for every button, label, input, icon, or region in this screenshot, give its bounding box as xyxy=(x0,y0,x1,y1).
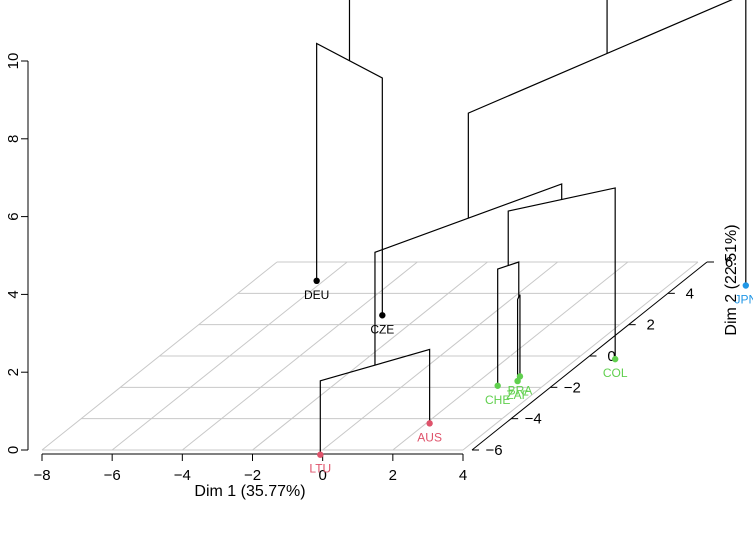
point-jpn xyxy=(742,282,750,289)
z-tick-label: 4 xyxy=(5,290,22,298)
point-label: CHE xyxy=(485,393,510,407)
dendrogram-link xyxy=(319,348,431,455)
dendrogram-link xyxy=(497,261,520,386)
dendrogram-link xyxy=(348,0,608,61)
point-aus xyxy=(426,420,433,427)
point-ltu xyxy=(317,451,324,458)
z-tick-label: 2 xyxy=(5,368,22,376)
y-tick-label: 4 xyxy=(686,285,694,302)
point-label: DEU xyxy=(304,288,329,302)
z-tick-label: 8 xyxy=(5,135,22,143)
y-tick-label: 2 xyxy=(646,317,654,334)
x-tick-label: 0 xyxy=(318,467,326,484)
y-tick-label: 0 xyxy=(607,348,615,365)
y-tick-label: −2 xyxy=(564,379,581,396)
x-tick-label: 2 xyxy=(389,467,397,484)
dendrogram-link xyxy=(516,294,521,382)
point-cze xyxy=(379,312,386,319)
dendrogram-link xyxy=(507,187,616,360)
point-label: ZAF xyxy=(506,388,529,402)
y-tick-label: −4 xyxy=(525,411,542,428)
x-tick-label: −8 xyxy=(33,467,50,484)
point-label: COL xyxy=(603,366,628,380)
z-tick-label: 0 xyxy=(5,446,22,454)
point-label: JPN xyxy=(734,293,753,307)
y-tick-label: 6 xyxy=(725,254,733,271)
x-axis-title: Dim 1 (35.77%) xyxy=(194,483,305,500)
point-che xyxy=(494,382,501,389)
z-tick-label: 10 xyxy=(5,53,22,70)
axes: Dim 1 (35.77%) Dim 2 (22.51%) −8 −6 −4 −2 0 2… xyxy=(5,53,740,500)
point-label: AUS xyxy=(417,430,442,444)
x-tick-label: 4 xyxy=(459,467,467,484)
dendrogram-link xyxy=(316,42,383,316)
x-tick-label: −2 xyxy=(244,467,261,484)
y-tick-label: −6 xyxy=(485,442,502,459)
point-zaf xyxy=(514,377,521,385)
x-tick-label: −4 xyxy=(174,467,191,484)
dendrogram-tree xyxy=(316,0,747,455)
point-deu xyxy=(313,277,320,284)
point-label: LTU xyxy=(309,462,331,476)
y-axis-title: Dim 2 (22.51%) xyxy=(723,224,740,335)
point-label: CZE xyxy=(370,322,394,336)
point-label: BRA xyxy=(508,383,533,397)
x-tick-label: −6 xyxy=(104,467,121,484)
point-col xyxy=(611,355,619,363)
z-tick-label: 6 xyxy=(5,212,22,220)
floor-grid xyxy=(41,261,699,451)
